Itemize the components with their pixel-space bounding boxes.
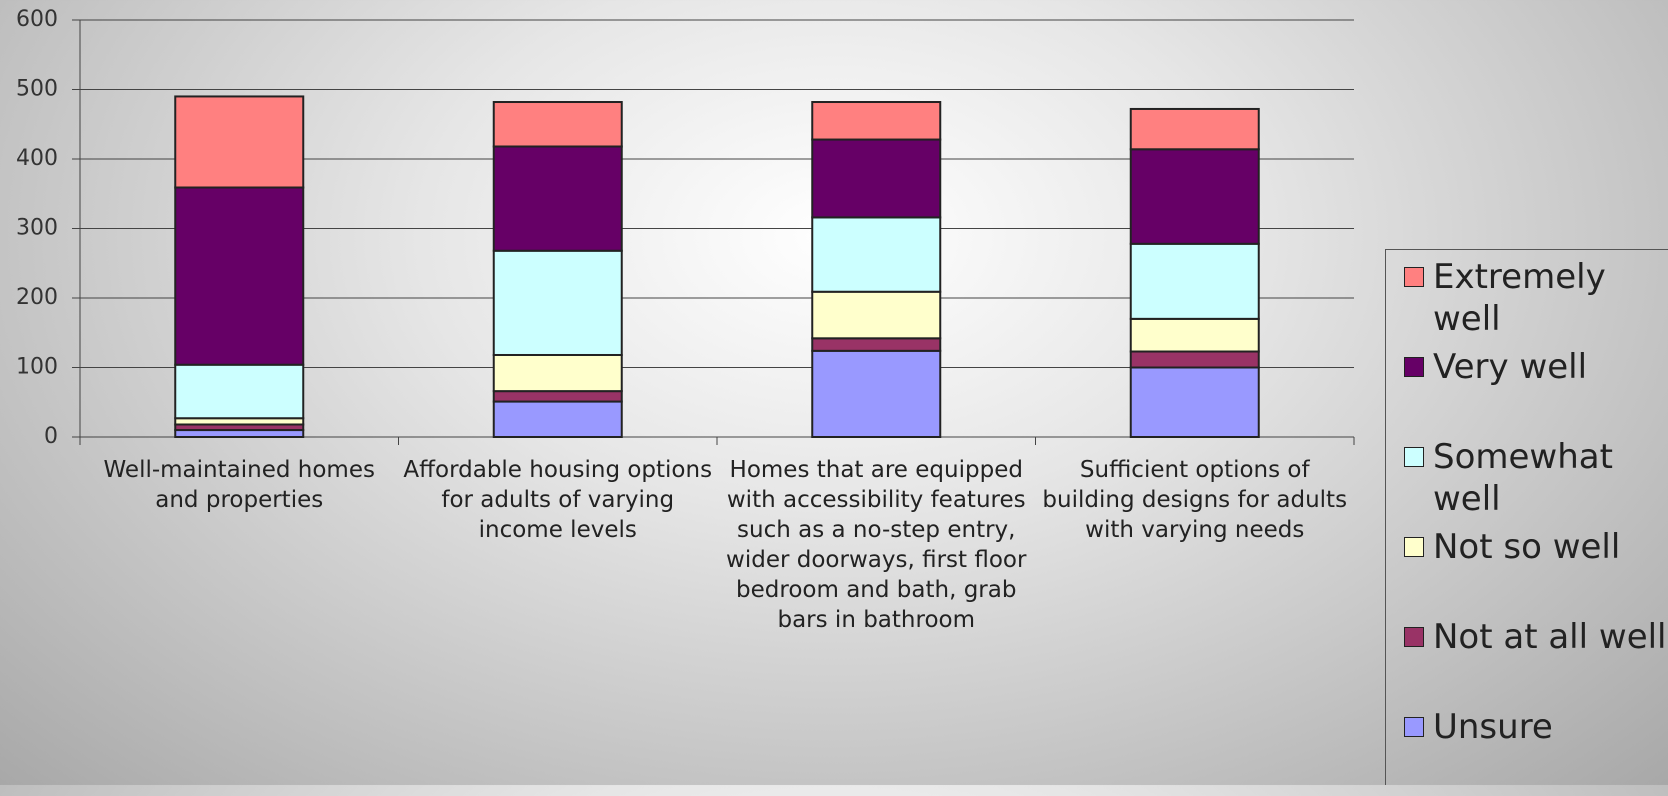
legend-item: Somewhat well xyxy=(1386,436,1668,526)
legend-label: Unsure xyxy=(1433,707,1553,747)
bar-segment xyxy=(492,145,623,252)
legend-label: Not at all well xyxy=(1433,617,1667,657)
bar-segment xyxy=(174,95,305,189)
bar-segment xyxy=(492,390,623,403)
bar-segment xyxy=(1129,350,1260,369)
y-tick-label: 500 xyxy=(16,77,58,102)
bar-segment xyxy=(811,290,942,340)
x-tick-label: Homes that are equipped with accessibili… xyxy=(726,457,1027,633)
y-tick-label: 0 xyxy=(44,424,58,449)
bar-segment xyxy=(811,337,942,352)
bar-segment xyxy=(492,353,623,393)
legend-swatch xyxy=(1404,537,1424,557)
bar-segment xyxy=(1129,242,1260,320)
legend-swatch xyxy=(1404,717,1424,737)
x-tick-label: Well-maintained homes and properties xyxy=(103,457,375,513)
legend-item: Very well xyxy=(1386,346,1668,436)
bar-segment xyxy=(811,138,942,219)
legend-label: Extremely well xyxy=(1433,257,1606,339)
bar-segment xyxy=(174,186,305,366)
bar-segment xyxy=(811,349,942,439)
legend-item: Not so well xyxy=(1386,526,1668,616)
legend: Extremely well Very well Somewhat well Not … xyxy=(1385,249,1668,785)
bar-segment xyxy=(1129,148,1260,245)
legend-label: Very well xyxy=(1433,347,1588,387)
bar-segment xyxy=(174,363,305,420)
y-tick-label: 300 xyxy=(16,216,58,241)
bar-segment xyxy=(1129,317,1260,353)
bar-segment xyxy=(1129,366,1260,438)
legend-label: Not so well xyxy=(1433,527,1621,567)
legend-item: Extremely well xyxy=(1386,256,1668,346)
bar-segment xyxy=(492,101,623,148)
legend-item: Not at all well xyxy=(1386,616,1668,706)
y-tick-label: 100 xyxy=(16,355,58,380)
legend-swatch xyxy=(1404,267,1424,287)
bar-segment xyxy=(811,101,942,141)
bar-segment xyxy=(492,249,623,356)
legend-swatch xyxy=(1404,357,1424,377)
bar-segment xyxy=(811,216,942,293)
legend-label: Somewhat well xyxy=(1433,437,1613,519)
x-tick-label: Sufficient options of building designs f… xyxy=(1042,457,1348,543)
legend-item: Unsure xyxy=(1386,706,1668,796)
legend-swatch xyxy=(1404,447,1424,467)
legend-swatch xyxy=(1404,627,1424,647)
x-tick-label: Affordable housing options for adults of… xyxy=(403,457,713,543)
y-tick-label: 600 xyxy=(16,7,58,32)
bar-segment xyxy=(174,429,305,438)
bar-segment xyxy=(1129,107,1260,151)
y-tick-label: 200 xyxy=(16,285,58,310)
bar-segment xyxy=(492,400,623,438)
y-tick-label: 400 xyxy=(16,146,58,171)
